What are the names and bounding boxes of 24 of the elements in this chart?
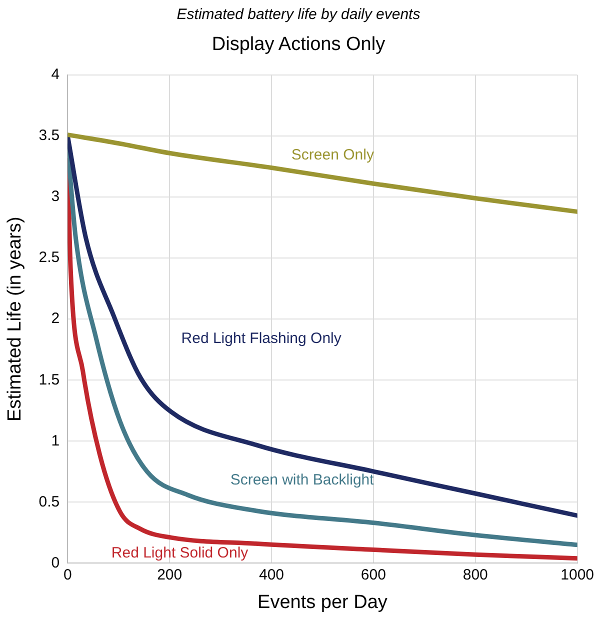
chart-subtitle: Display Actions Only [210, 34, 386, 56]
x-tick-label: 400 [259, 566, 284, 584]
y-tick-label: 2 [51, 310, 60, 328]
y-tick-label: 4 [51, 66, 60, 84]
series-label: Screen Only [291, 146, 374, 164]
y-tick-label: 1.5 [38, 371, 60, 388]
y-axis-title: Estimated Life (in years) [4, 216, 26, 422]
line-series [68, 132, 578, 214]
y-tick-label: 0 [51, 554, 60, 572]
x-tick-label: 600 [360, 566, 386, 584]
x-tick-label: 0 [63, 566, 72, 584]
x-tick-label: 800 [462, 566, 488, 584]
series-label: Red Light Solid Only [111, 544, 249, 562]
x-tick-label: 1000 [560, 566, 594, 584]
y-tick-label: 3 [51, 188, 60, 206]
y-tick-label: 1 [51, 432, 60, 450]
x-tick-label: 200 [157, 566, 182, 584]
series-label: Screen with Backlight [230, 471, 375, 488]
text: Red Light Flashing Only [181, 330, 342, 347]
chart-title: Estimated battery life by daily events [176, 6, 422, 23]
y-tick-label: 2.5 [38, 249, 60, 266]
y-tick-label: 0.5 [38, 493, 60, 510]
x-axis-title: Events per Day [258, 592, 388, 613]
y-tick-label: 3.5 [38, 127, 60, 144]
